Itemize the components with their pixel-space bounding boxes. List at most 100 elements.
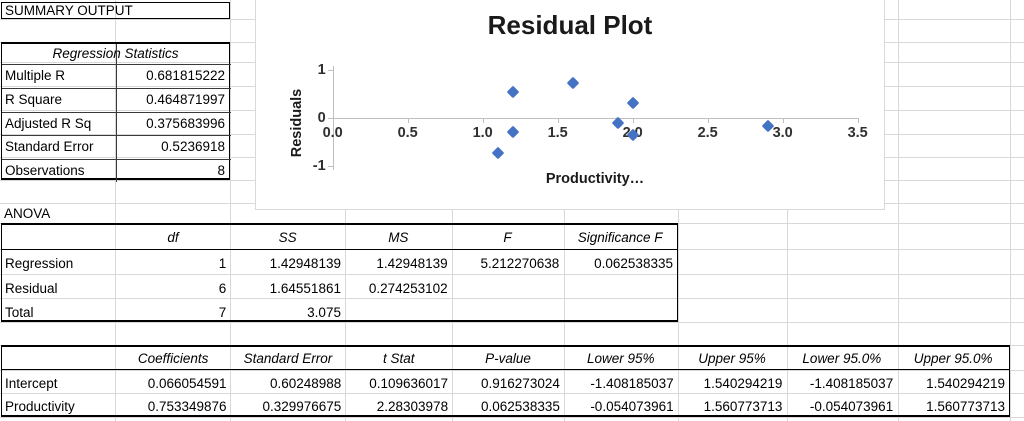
anova-col-header[interactable]: df xyxy=(167,229,179,245)
anova-value[interactable] xyxy=(452,300,564,324)
x-axis-tick xyxy=(857,118,859,123)
table-row: Adjusted R Sq 0.375683996 xyxy=(2,112,229,136)
table-row: Coefficients Standard Error t Stat P-value L… xyxy=(2,347,1009,370)
scatter-point[interactable] xyxy=(626,96,640,109)
scatter-point[interactable] xyxy=(506,125,520,138)
coef-row-label[interactable]: Productivity xyxy=(5,399,75,415)
stat-value[interactable]: 0.5236918 xyxy=(161,139,225,155)
column-gridline xyxy=(345,0,346,421)
anova-value[interactable]: 7 xyxy=(218,304,227,320)
anova-row-label[interactable]: Regression xyxy=(5,256,74,272)
coef-value[interactable]: 1.560773713 xyxy=(926,399,1005,415)
stat-value[interactable]: 0.375683996 xyxy=(146,115,225,131)
anova-value[interactable]: 0.062538335 xyxy=(594,256,673,272)
scatter-point[interactable] xyxy=(566,76,580,90)
coef-value[interactable]: -0.054073961 xyxy=(590,399,674,415)
table-row: R Square 0.464871997 xyxy=(2,88,229,112)
coef-value[interactable]: 0.109636017 xyxy=(369,375,449,391)
table-row: Productivity 0.753349876 0.329976675 2.2830… xyxy=(2,395,1009,419)
stat-label[interactable]: R Square xyxy=(5,92,63,107)
coef-value[interactable]: 0.329976675 xyxy=(262,399,342,415)
coef-col-header[interactable]: Coefficients xyxy=(137,350,209,366)
table-border xyxy=(2,87,231,89)
anova-col-header[interactable] xyxy=(2,225,116,249)
coef-col-header[interactable]: P-value xyxy=(485,350,531,366)
stat-value[interactable]: 0.681815222 xyxy=(146,68,225,83)
summary-output-title[interactable]: SUMMARY OUTPUT xyxy=(5,3,133,18)
anova-col-header[interactable]: MS xyxy=(388,229,409,245)
table-row: Observations 8 xyxy=(2,159,229,182)
column-gridline xyxy=(678,0,679,421)
x-axis-tick xyxy=(557,118,559,123)
coef-col-header[interactable] xyxy=(2,347,116,369)
table-border xyxy=(115,44,117,182)
y-tick-label: 0 xyxy=(317,110,326,126)
scatter-point[interactable] xyxy=(506,86,520,99)
table-row: Residual 6 1.64551861 0.274253102 xyxy=(2,276,677,300)
coefficients-table: Coefficients Standard Error t Stat P-value L… xyxy=(1,345,1010,417)
coef-col-header[interactable]: Standard Error xyxy=(243,350,333,366)
anova-row-label[interactable]: Residual xyxy=(5,280,58,296)
anova-col-header[interactable]: Significance F xyxy=(577,229,663,245)
anova-value[interactable] xyxy=(563,300,677,324)
anova-value[interactable]: 5.212270638 xyxy=(480,256,560,272)
coef-value[interactable]: 0.60248988 xyxy=(269,375,342,391)
stat-label[interactable]: Adjusted R Sq xyxy=(5,115,92,131)
coef-value[interactable]: 0.753349876 xyxy=(147,399,227,415)
stat-label[interactable]: Observations xyxy=(5,162,85,178)
regression-statistics-table: Regression Statistics Multiple R 0.6818152… xyxy=(1,42,231,182)
coef-value[interactable]: -1.408185037 xyxy=(809,375,894,391)
coef-row-label[interactable]: Intercept xyxy=(5,375,58,391)
coef-value[interactable]: 1.540294219 xyxy=(926,375,1005,391)
coef-col-header[interactable]: Lower 95% xyxy=(586,350,655,366)
coef-col-header[interactable]: t Stat xyxy=(382,350,415,366)
stat-value[interactable]: 8 xyxy=(217,162,225,178)
summary-output-block: SUMMARY OUTPUT xyxy=(1,2,230,19)
table-row: Intercept 0.066054591 0.60248988 0.10963601… xyxy=(2,372,1009,396)
anova-value[interactable] xyxy=(452,276,564,300)
anova-col-header[interactable]: F xyxy=(503,229,512,245)
residual-plot-chart[interactable]: Residual Plot Residuals Productivity… 0.… xyxy=(255,0,885,210)
anova-value[interactable]: 3.075 xyxy=(307,304,341,320)
stat-label[interactable]: Multiple R xyxy=(5,68,66,83)
coef-value[interactable]: 0.062538335 xyxy=(481,399,560,415)
coef-col-header[interactable]: Upper 95.0% xyxy=(913,350,993,366)
anova-value[interactable]: 1.64551861 xyxy=(269,280,341,296)
stat-label[interactable]: Standard Error xyxy=(5,139,94,155)
anova-value[interactable]: 6 xyxy=(218,280,227,296)
x-tick-label: 1.0 xyxy=(472,125,493,141)
row-gridline xyxy=(0,369,1024,371)
column-gridline xyxy=(115,0,116,421)
anova-value[interactable]: 1 xyxy=(218,256,227,272)
table-border xyxy=(2,135,231,136)
anova-value[interactable] xyxy=(345,300,452,324)
anova-row-label[interactable]: Total xyxy=(5,304,34,320)
row-gridline xyxy=(0,417,1024,418)
anova-col-header[interactable]: SS xyxy=(278,229,297,245)
coef-value[interactable]: 1.540294219 xyxy=(703,375,783,391)
scatter-point[interactable] xyxy=(491,146,505,160)
y-axis-tick xyxy=(327,118,333,119)
anova-section-title[interactable]: ANOVA xyxy=(4,205,51,221)
x-tick-label: 3.5 xyxy=(847,125,868,141)
anova-value[interactable]: 0.274253102 xyxy=(368,280,448,296)
coef-value[interactable]: 0.916273024 xyxy=(481,375,560,391)
column-gridline xyxy=(787,0,788,421)
coef-col-header[interactable]: Lower 95.0% xyxy=(802,350,882,366)
chart-title[interactable]: Residual Plot xyxy=(487,10,653,40)
anova-table: df SS MS F Significance F Regression 1 1.429481… xyxy=(1,223,678,322)
stat-value[interactable]: 0.464871997 xyxy=(146,92,225,107)
coef-col-header[interactable]: Upper 95% xyxy=(698,350,766,366)
anova-value[interactable]: 1.42948139 xyxy=(376,256,448,272)
row-gridline xyxy=(0,274,1024,275)
table-row: Standard Error 0.5236918 xyxy=(2,135,229,159)
coef-value[interactable]: 0.066054591 xyxy=(147,375,227,391)
coef-value[interactable]: -1.408185037 xyxy=(590,375,674,391)
coef-value[interactable]: 1.560773713 xyxy=(703,399,783,415)
coef-value[interactable]: -0.054073961 xyxy=(809,399,894,415)
x-axis-tick xyxy=(632,118,634,123)
anova-value[interactable] xyxy=(563,276,677,300)
coef-value[interactable]: 2.28303978 xyxy=(376,399,449,415)
anova-value[interactable]: 1.42948139 xyxy=(269,256,341,272)
